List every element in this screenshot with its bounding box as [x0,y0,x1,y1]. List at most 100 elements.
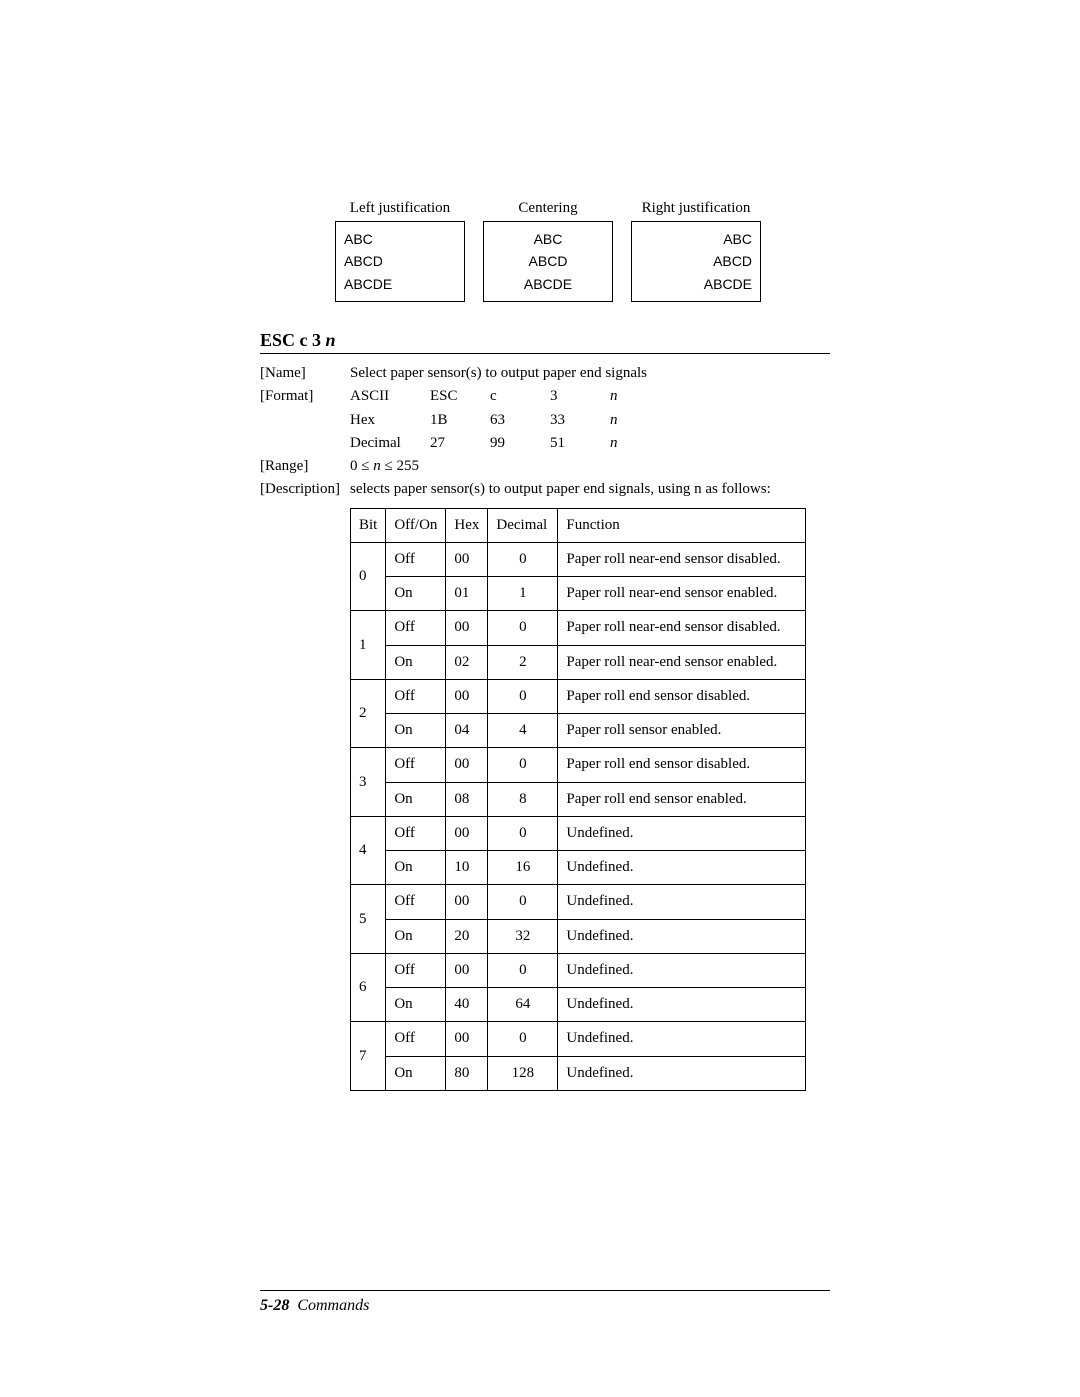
justification-line: ABCD [344,250,456,272]
cell-bit: 7 [351,1022,386,1091]
justification-label: Right justification [631,200,761,217]
cell-dec: 64 [488,988,558,1022]
cell-dec: 0 [488,748,558,782]
cell-dec: 0 [488,679,558,713]
cell-fn: Paper roll near-end sensor disabled. [558,542,806,576]
cell-hex: 08 [446,782,488,816]
justification-line: ABCD [640,250,752,272]
cell-fn: Undefined. [558,851,806,885]
format-cell: ASCII [350,385,430,408]
cell-dec: 128 [488,1056,558,1090]
spec-range-label: [Range] [260,455,350,478]
cell-fn: Undefined. [558,953,806,987]
cell-hex: 01 [446,577,488,611]
th-decimal: Decimal [488,508,558,542]
cell-offon: On [386,919,446,953]
cell-dec: 1 [488,577,558,611]
table-row: 3Off000Paper roll end sensor disabled. [351,748,806,782]
table-row: On80128Undefined. [351,1056,806,1090]
cell-offon: Off [386,816,446,850]
cell-offon: On [386,645,446,679]
cell-fn: Paper roll near-end sensor enabled. [558,577,806,611]
justification-box: ABCABCDABCDE [631,221,761,302]
footer-section: Commands [297,1297,369,1314]
cell-fn: Undefined. [558,1022,806,1056]
table-row: 4Off000Undefined. [351,816,806,850]
cell-offon: On [386,1056,446,1090]
table-row: 2Off000Paper roll end sensor disabled. [351,679,806,713]
justification-label: Left justification [335,200,465,217]
spec-name-text: Select paper sensor(s) to output paper e… [350,362,830,385]
cell-hex: 00 [446,885,488,919]
spec-range-text: 0 ≤ n ≤ 255 [350,458,419,474]
cell-bit: 6 [351,953,386,1022]
justification-line: ABCD [492,250,604,272]
justification-examples: Left justificationABCABCDABCDECenteringA… [335,200,830,302]
spec-range-row: [Range] 0 ≤ n ≤ 255 [260,455,830,478]
table-row: On4064Undefined. [351,988,806,1022]
cell-dec: 0 [488,885,558,919]
cell-hex: 00 [446,1022,488,1056]
cell-fn: Paper roll end sensor enabled. [558,782,806,816]
format-cell: 27 [430,432,490,455]
format-cell: n [610,409,650,432]
cell-offon: Off [386,953,446,987]
cell-hex: 00 [446,542,488,576]
spec-name-label: [Name] [260,362,350,385]
format-cell: n [610,385,650,408]
justification-line: ABC [492,228,604,250]
cell-dec: 4 [488,714,558,748]
command-title-prefix: ESC c 3 [260,330,326,350]
cell-offon: On [386,988,446,1022]
table-row: 0Off000Paper roll near-end sensor disabl… [351,542,806,576]
justification-label: Centering [483,200,613,217]
page: Left justificationABCABCDABCDECenteringA… [0,0,1080,1397]
cell-fn: Undefined. [558,816,806,850]
cell-offon: Off [386,748,446,782]
justification-column: CenteringABCABCDABCDE [483,200,613,302]
format-cell: Decimal [350,432,430,455]
justification-line: ABCDE [640,273,752,295]
command-title: ESC c 3 n [260,330,830,354]
format-cell: 99 [490,432,550,455]
format-cell: 1B [430,409,490,432]
cell-fn: Paper roll near-end sensor disabled. [558,611,806,645]
justification-line: ABC [344,228,456,250]
cell-offon: Off [386,1022,446,1056]
cell-hex: 10 [446,851,488,885]
cell-hex: 80 [446,1056,488,1090]
table-row: 7Off000Undefined. [351,1022,806,1056]
cell-bit: 1 [351,611,386,680]
th-bit: Bit [351,508,386,542]
format-cell: 63 [490,409,550,432]
justification-column: Right justification ABCABCDABCDE [631,200,761,302]
justification-box: ABCABCDABCDE [335,221,465,302]
cell-offon: Off [386,611,446,645]
cell-hex: 00 [446,679,488,713]
page-footer: 5-28 Commands [260,1290,830,1315]
cell-fn: Undefined. [558,885,806,919]
cell-hex: 04 [446,714,488,748]
th-offon: Off/On [386,508,446,542]
footer-page: 5-28 [260,1297,289,1314]
spec-desc-label: [Description] [260,478,350,501]
table-row: On088Paper roll end sensor enabled. [351,782,806,816]
cell-hex: 40 [446,988,488,1022]
cell-fn: Undefined. [558,988,806,1022]
justification-line: ABC [640,228,752,250]
justification-column: Left justification ABCABCDABCDE [335,200,465,302]
cell-bit: 0 [351,542,386,611]
table-row: On044Paper roll sensor enabled. [351,714,806,748]
cell-dec: 8 [488,782,558,816]
cell-offon: On [386,782,446,816]
cell-dec: 0 [488,816,558,850]
cell-offon: On [386,577,446,611]
cell-fn: Undefined. [558,919,806,953]
cell-dec: 16 [488,851,558,885]
cell-hex: 00 [446,816,488,850]
format-cell: 33 [550,409,610,432]
cell-bit: 5 [351,885,386,954]
cell-hex: 20 [446,919,488,953]
table-header-row: Bit Off/On Hex Decimal Function [351,508,806,542]
format-cell: c [490,385,550,408]
